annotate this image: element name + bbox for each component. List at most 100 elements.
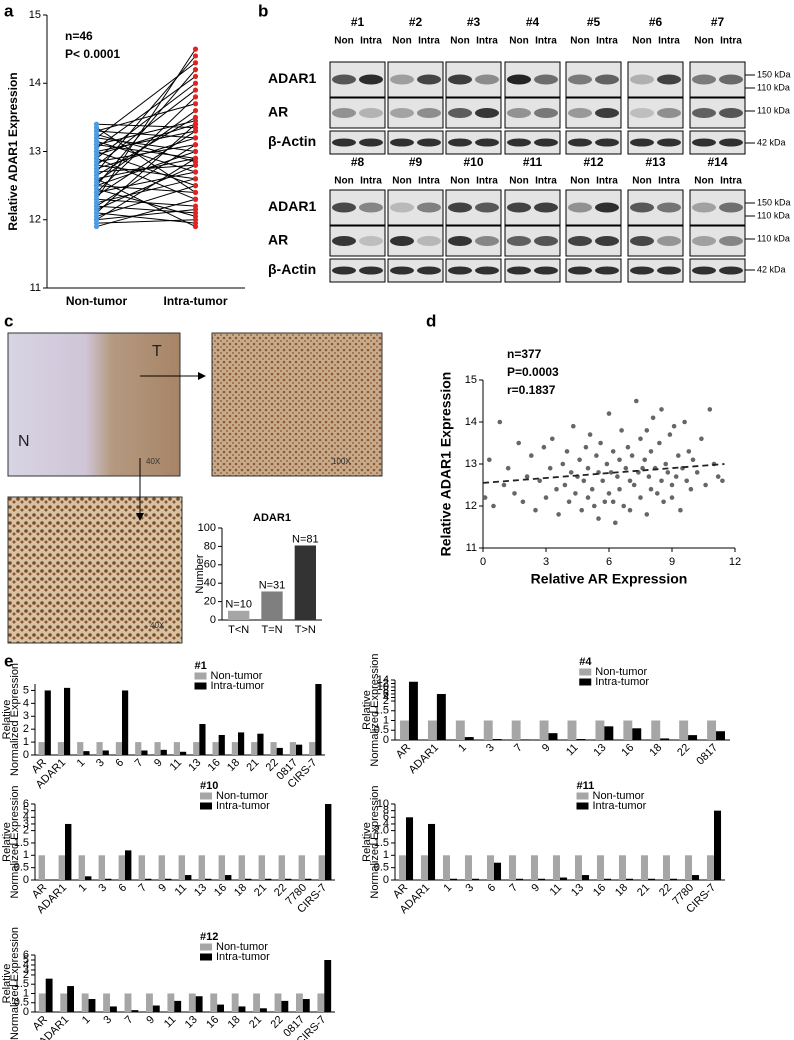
x-tick-label: 7 [507,882,520,895]
bar [494,862,502,880]
bar [195,996,203,1012]
point [589,486,595,492]
x-tick-label: 1 [441,882,454,895]
y-tick-label: 15 [465,374,477,386]
legend-label: Intra-tumor [211,680,265,692]
value-label: N=31 [259,579,286,591]
bar [670,878,678,880]
sample-label: #10 [463,155,483,169]
blot-band [630,74,654,85]
point [524,474,530,479]
x-tick-label: 21 [244,757,261,774]
x-tick-label: 11 [548,882,565,899]
x-tick-label: 16 [204,1014,221,1031]
y-tick-label: 1 [383,714,389,726]
bar [309,742,316,755]
point [516,440,521,446]
lane-label: Non [509,176,528,187]
y-tick-label: 0.5 [374,862,389,874]
bar [57,742,64,755]
blot-band [507,74,531,85]
y-tick-label: 2.0 [374,825,389,837]
bar [231,742,238,755]
bar [199,724,206,755]
point [663,461,668,467]
bar [317,993,325,1012]
y-tick-label: 4 [383,818,389,830]
point [547,465,553,471]
x-tick-label: 13 [192,882,209,899]
bar [218,734,225,755]
chart-title: #12 [200,931,218,943]
blot-band [595,74,619,85]
blot-band [719,202,743,213]
bar [103,993,110,1012]
legend-swatch [579,678,592,686]
sample-label: #11 [523,155,543,169]
x-tick-label: 9 [669,556,675,568]
lane-label: Intra [535,176,557,187]
lane-label: Intra [535,36,557,47]
point [93,217,100,223]
blot-band [417,202,441,213]
bar [618,855,626,880]
blot-band [595,266,619,275]
bar [65,823,72,880]
y-tick-label: 3 [23,818,29,830]
marker-label: 110 kDa [757,105,790,115]
bar [125,850,132,880]
bar [258,855,265,880]
blot-band [475,138,499,147]
point [661,499,666,505]
point [491,503,496,509]
bar [167,993,175,1012]
pair-line [96,130,196,139]
y-axis-label: Relative [1,822,13,862]
magnification: 100X [332,457,351,466]
blot-band [475,108,499,118]
legend-label: Non-tumor [216,941,268,953]
point [562,482,568,488]
blot-frame [329,258,386,283]
point [684,478,689,484]
x-tick-label: 6 [116,882,129,895]
bar [455,720,465,740]
row-label: β-Actin [268,133,316,149]
y-axis-label: Normalized Expression [9,663,21,776]
bar [520,739,530,740]
blot-band [448,108,472,118]
legend-swatch [194,672,207,680]
x-tick-label: 22 [675,742,692,759]
pair-line [96,209,196,221]
pair-line [96,212,196,224]
point [543,495,549,500]
lane-label: Intra [360,176,382,187]
point [594,453,599,458]
blot-band [568,138,592,147]
point [192,223,199,230]
blot-frame [387,189,444,226]
point [571,423,576,429]
blot-band [417,138,441,147]
point [694,470,700,475]
lane-label: Non [694,36,713,47]
x-tick-label: 18 [226,1014,243,1031]
point [650,415,656,421]
lane-label: Intra [596,176,618,187]
pair-line [96,123,196,156]
point [613,520,618,526]
blot-band [332,236,356,246]
x-tick-label: 1 [80,1014,93,1027]
bar [278,855,285,880]
y-tick-label: 10 [377,681,389,693]
blot-band [332,266,356,275]
legend-label: Non-tumor [211,670,263,682]
point [192,142,199,148]
bar [217,1004,224,1012]
blot-band [595,138,619,147]
y-tick-label: 1 [23,736,29,748]
pair-line [96,130,196,152]
blot-band [475,266,499,275]
point [699,436,704,442]
bar [218,855,225,880]
